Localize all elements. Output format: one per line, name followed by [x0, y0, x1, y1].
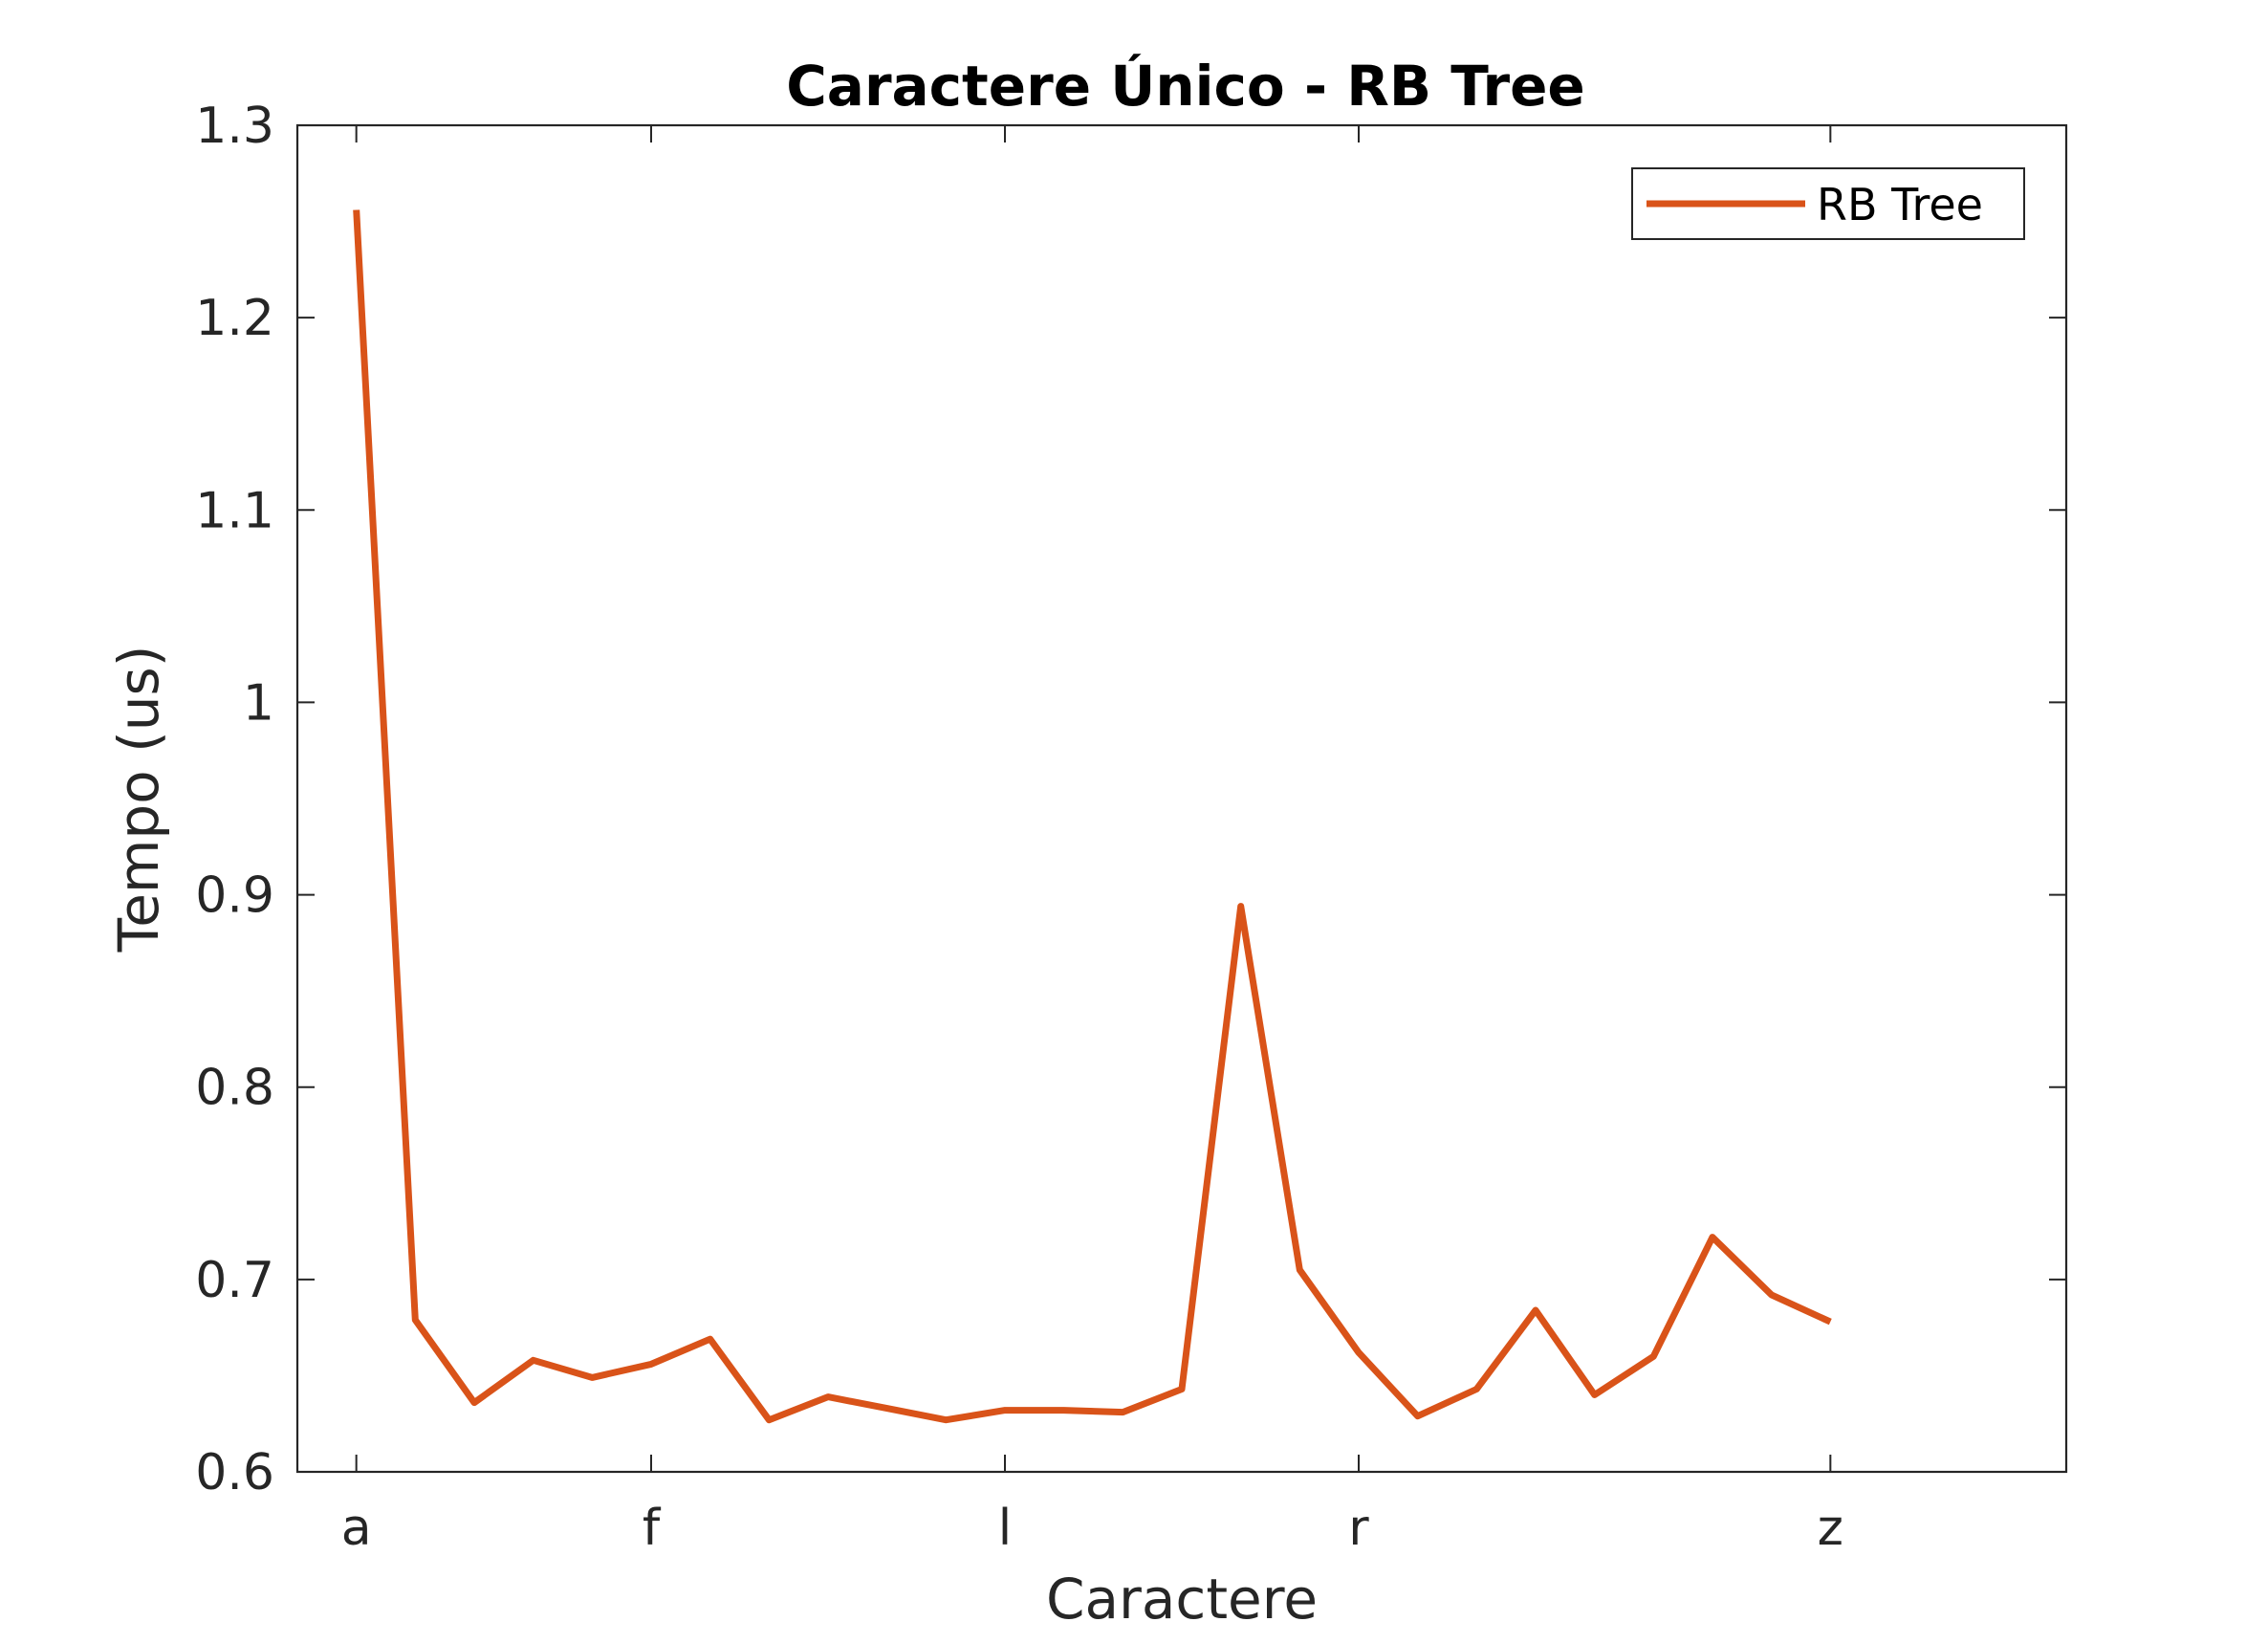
x-tick-label: r	[1348, 1500, 1369, 1557]
x-tick-label: z	[1818, 1500, 1843, 1557]
y-tick-label: 1.1	[195, 482, 274, 539]
series-layer	[353, 209, 1832, 1424]
x-tick-label: l	[998, 1500, 1012, 1557]
y-axis-ticks: 0.6 0.7 0.8 0.9 1 1.1 1.2 1.3	[195, 98, 2066, 1502]
x-tick-label: a	[341, 1500, 372, 1557]
y-tick-label: 0.8	[195, 1060, 274, 1117]
y-tick-label: 1.3	[195, 98, 274, 155]
series-line-rb-tree	[353, 209, 1832, 1424]
y-tick-label: 0.7	[195, 1252, 274, 1309]
legend-label-rb-tree: RB Tree	[1817, 179, 1983, 230]
x-tick-label: f	[643, 1500, 662, 1557]
y-tick-label: 0.6	[195, 1444, 274, 1502]
plot-area	[295, 123, 2068, 1474]
y-axis-label: Tempo (us)	[106, 646, 171, 954]
chart-title: Caractere Único - RB Tree	[786, 53, 1585, 119]
y-tick-label: 1	[243, 674, 274, 732]
x-axis-label: Caractere	[1046, 1567, 1318, 1632]
y-tick-label: 0.9	[195, 867, 274, 925]
legend: RB Tree	[1631, 167, 2025, 240]
y-tick-label: 1.2	[195, 290, 274, 347]
